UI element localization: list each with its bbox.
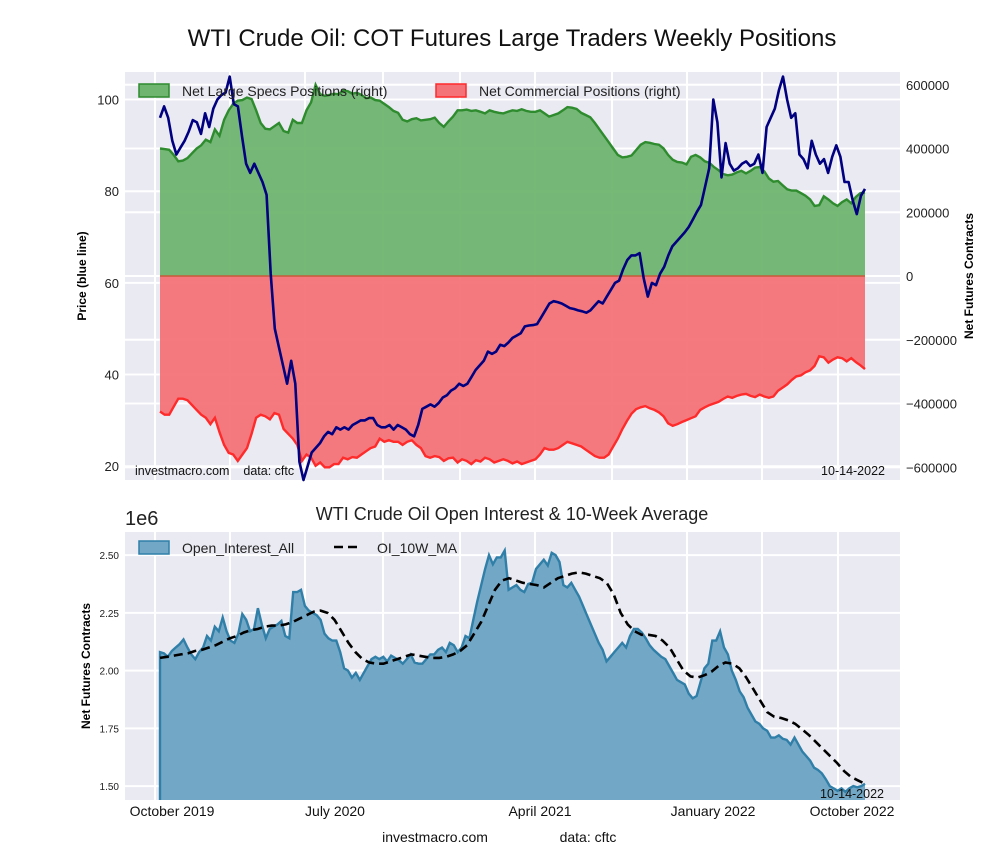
oi-10w-ma-line — [159, 571, 866, 785]
bottom-xticks: October 2019 July 2020 April 2021 January 2… — [130, 803, 895, 819]
legend-label-open-interest: Open_Interest_All — [182, 540, 294, 556]
legend-swatch-commercial — [435, 83, 467, 98]
bottom-yticks: 1.50 1.75 2.00 2.25 2.50 — [100, 551, 120, 793]
top-right-ytick-label: −200000 — [906, 333, 957, 348]
legend-label-specs: Net Large Specs Positions (right) — [182, 83, 387, 99]
top-legend: Net Large Specs Positions (right) Net Co… — [138, 83, 681, 99]
top-right-ytick-label: 400000 — [906, 142, 949, 157]
bottom-ytick-label: 2.00 — [100, 667, 120, 678]
bottom-xtick-label: April 2021 — [508, 803, 571, 819]
top-left-ytick-label: 40 — [105, 368, 119, 383]
top-left-ytick-label: 100 — [97, 93, 119, 108]
top-right-ytick-label: 600000 — [906, 78, 949, 93]
top-date-annotation: 10-14-2022 — [821, 464, 885, 478]
bottom-chart-title: WTI Crude Oil Open Interest & 10-Week Av… — [316, 504, 709, 524]
top-right-ytick-label: 0 — [906, 269, 913, 284]
bottom-legend: Open_Interest_All OI_10W_MA — [138, 540, 458, 556]
figure-title: WTI Crude Oil: COT Futures Large Traders… — [188, 25, 837, 52]
top-source-annotation: investmacro.com data: cftc — [135, 464, 294, 478]
bottom-xtick-label: October 2019 — [130, 803, 215, 819]
top-left-ytick-label: 20 — [105, 459, 119, 474]
bottom-y-scale-label: 1e6 — [125, 508, 158, 530]
bottom-ytick-label: 1.50 — [100, 782, 120, 793]
top-right-ytick-label: 200000 — [906, 205, 949, 220]
bottom-ytick-label: 2.50 — [100, 551, 120, 562]
net-commercial-line — [159, 354, 866, 469]
bottom-xtick-label: October 2022 — [810, 803, 895, 819]
top-right-ytick-label: −600000 — [906, 460, 957, 475]
top-right-ylabel: Net Futures Contracts — [962, 213, 976, 339]
top-right-ytick-label: −400000 — [906, 397, 957, 412]
legend-swatch-specs — [138, 83, 170, 98]
price-line — [158, 75, 867, 482]
bottom-xtick-label: July 2020 — [305, 803, 365, 819]
bottom-chart: WTI Crude Oil Open Interest & 10-Week Av… — [79, 504, 900, 819]
legend-label-ma: OI_10W_MA — [377, 540, 458, 556]
net-commercial-area — [160, 276, 865, 468]
legend-swatch-open-interest — [138, 540, 170, 555]
top-left-yticks: 20 40 60 80 100 — [97, 93, 119, 475]
bottom-date-annotation: 10-14-2022 — [820, 787, 884, 801]
top-left-ylabel: Price (blue line) — [75, 231, 89, 320]
top-left-ytick-label: 80 — [105, 184, 119, 199]
footer-site: investmacro.com — [382, 829, 488, 845]
net-large-specs-line — [159, 81, 866, 208]
open-interest-area — [160, 550, 865, 800]
bottom-ytick-label: 2.25 — [100, 609, 120, 620]
bottom-ytick-label: 1.75 — [100, 724, 120, 735]
top-left-ytick-label: 60 — [105, 276, 119, 291]
top-chart: 20 40 60 80 100 −600000 −400000 −200000 0 200000… — [75, 72, 976, 482]
bottom-ylabel: Net Futures Contracts — [79, 603, 93, 729]
bottom-xtick-label: January 2022 — [671, 803, 756, 819]
legend-label-commercial: Net Commercial Positions (right) — [479, 83, 681, 99]
footer-data-source: data: cftc — [560, 829, 617, 845]
top-right-yticks: −600000 −400000 −200000 0 200000 400000 600000 — [906, 78, 957, 476]
